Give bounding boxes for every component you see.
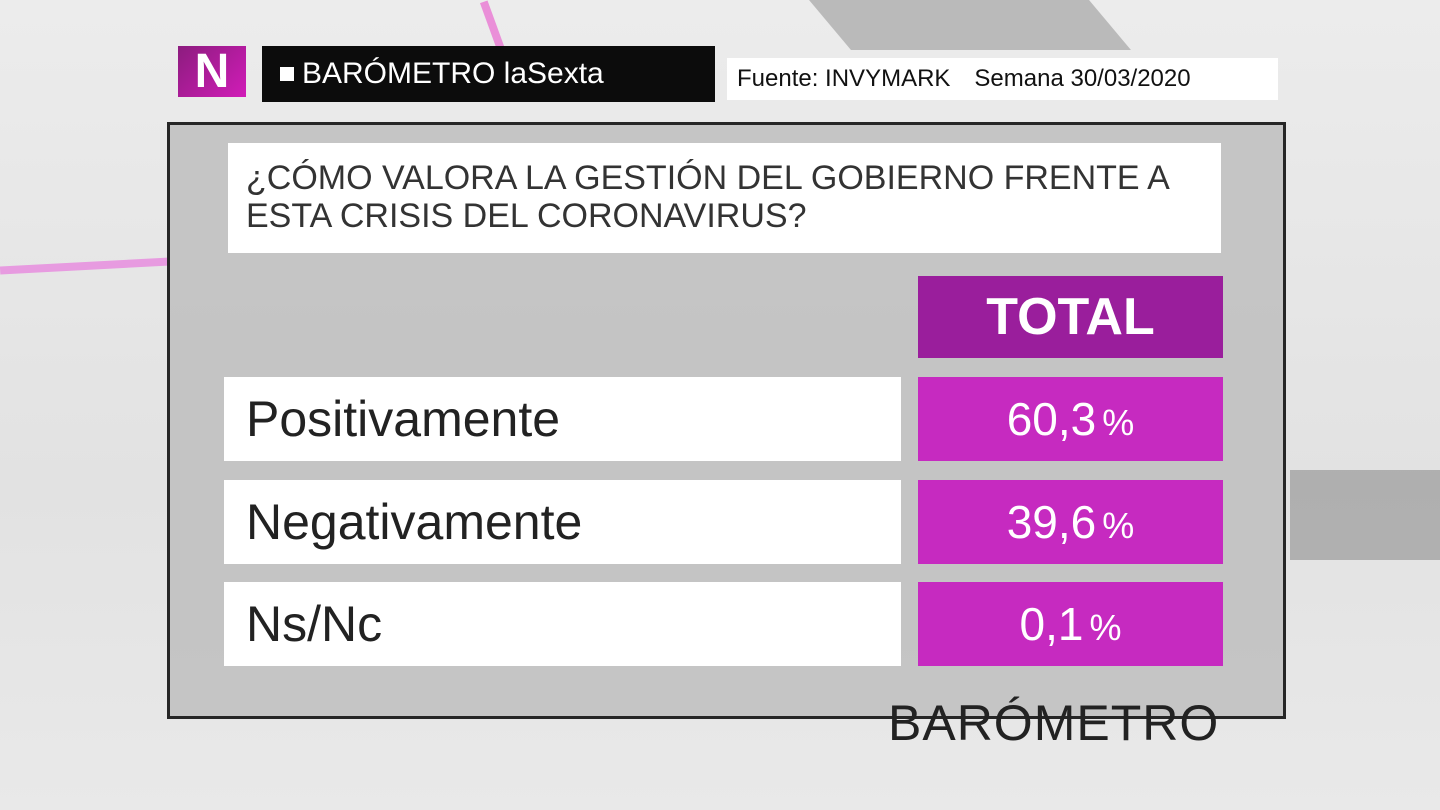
- row-label: Negativamente: [224, 480, 901, 564]
- source: Fuente: INVYMARK: [737, 65, 951, 92]
- column-header: TOTAL: [918, 276, 1223, 358]
- brand-text: BARÓMETRO laSexta: [302, 57, 604, 90]
- value-number: 0,1: [1019, 598, 1084, 650]
- row-label: Positivamente: [224, 377, 901, 461]
- value-unit: %: [1102, 505, 1135, 546]
- week: Semana 30/03/2020: [974, 65, 1191, 92]
- decoration: [809, 0, 1131, 50]
- brand-title: BARÓMETRO laSexta: [262, 46, 715, 102]
- value-unit: %: [1102, 402, 1135, 443]
- source-box: Fuente: INVYMARK Semana 30/03/2020: [727, 58, 1278, 100]
- row-value: 60,3%: [918, 377, 1223, 461]
- row-label: Ns/Nc: [224, 582, 901, 666]
- question-line: ¿CÓMO VALORA LA GESTIÓN DEL GOBIERNO FRE…: [246, 159, 1170, 197]
- value-number: 60,3: [1006, 393, 1097, 445]
- decoration: [1290, 470, 1440, 560]
- question-line: ESTA CRISIS DEL CORONAVIRUS?: [246, 197, 807, 235]
- row-value: 0,1%: [918, 582, 1223, 666]
- decoration: [0, 257, 171, 275]
- value-number: 39,6: [1006, 496, 1097, 548]
- value-unit: %: [1089, 607, 1122, 648]
- logo: N: [178, 46, 246, 97]
- question: ¿CÓMO VALORA LA GESTIÓN DEL GOBIERNO FRE…: [228, 143, 1221, 253]
- row-value: 39,6%: [918, 480, 1223, 564]
- watermark: BARÓMETRO: [888, 695, 1220, 751]
